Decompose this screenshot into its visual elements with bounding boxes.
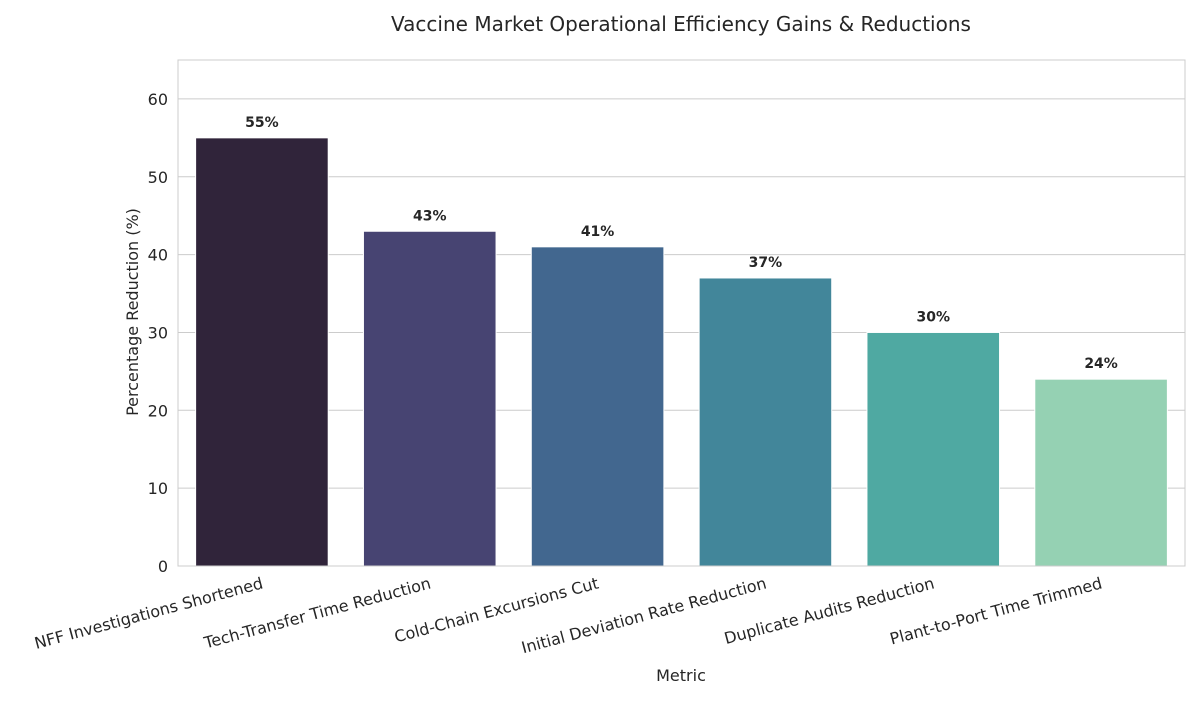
- bar: [698, 277, 833, 567]
- y-tick-label: 0: [158, 557, 168, 576]
- y-tick-label: 10: [148, 479, 168, 498]
- y-axis-title: Percentage Reduction (%): [123, 208, 142, 416]
- bar: [362, 230, 497, 567]
- bar: [530, 246, 665, 567]
- bar-value-label: 43%: [413, 208, 447, 224]
- bar: [1034, 378, 1168, 567]
- y-tick-label: 40: [148, 246, 168, 265]
- bar: [195, 137, 329, 567]
- x-axis-ticks: NFF Investigations ShortenedTech-Transfe…: [32, 574, 1104, 658]
- bar-value-label: 24%: [1084, 356, 1118, 372]
- x-axis-title: Metric: [656, 666, 706, 685]
- bar-value-label: 37%: [749, 255, 783, 271]
- y-tick-label: 60: [148, 90, 168, 109]
- plot-frame: [177, 59, 1186, 567]
- y-tick-label: 30: [148, 323, 168, 342]
- y-axis-ticks: 0 10 20 30 40 50 60: [148, 90, 168, 576]
- data-labels: 55% 43% 41% 37% 30% 24%: [245, 115, 1118, 372]
- bar-value-label: 41%: [581, 224, 615, 240]
- bar: [866, 331, 1001, 567]
- bar-value-label: 55%: [245, 115, 279, 131]
- y-tick-label: 50: [148, 168, 168, 187]
- gridlines: [178, 98, 1185, 567]
- y-tick-label: 20: [148, 401, 168, 420]
- bars: [195, 137, 1168, 567]
- chart-title: Vaccine Market Operational Efficiency Ga…: [391, 12, 971, 36]
- bar-value-label: 30%: [916, 309, 950, 325]
